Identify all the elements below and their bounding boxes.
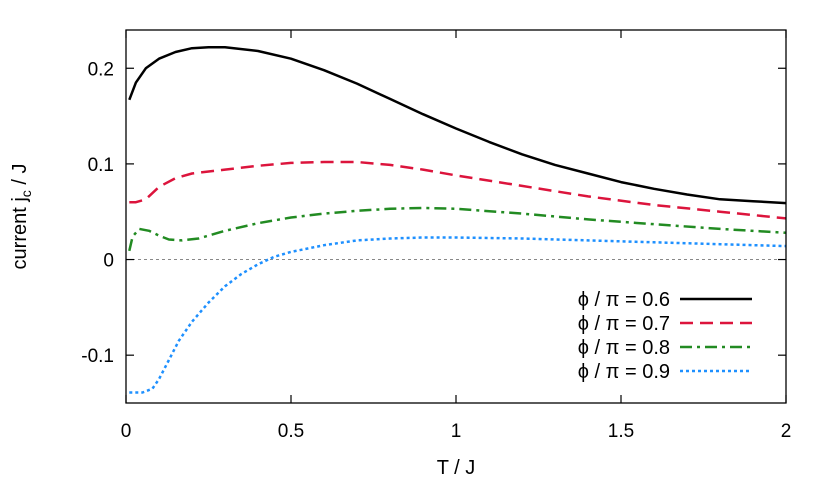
- series-line-4: [129, 236, 787, 394]
- y-axis-label-tail: / J: [9, 164, 31, 191]
- legend-label-4: ϕ / π = 0.9: [578, 361, 670, 383]
- x-tick-label: 2: [781, 421, 792, 442]
- tick-layer: [125, 30, 787, 403]
- x-tick-label: 0: [121, 421, 132, 442]
- x-tick-label: 1.5: [608, 421, 634, 442]
- y-tick-label: 0.2: [88, 59, 114, 80]
- legend: ϕ / π = 0.6ϕ / π = 0.7ϕ / π = 0.8ϕ / π =…: [578, 289, 752, 383]
- series-line-1: [128, 45, 787, 205]
- legend-label-1: ϕ / π = 0.6: [578, 289, 670, 311]
- y-tick-label: 0.1: [88, 155, 114, 176]
- y-tick-label: -0.1: [81, 346, 114, 367]
- series-line-2: [129, 160, 787, 220]
- y-axis-label-main: current j: [9, 197, 31, 269]
- x-tick-label: 0.5: [278, 421, 304, 442]
- series-layer: [128, 45, 787, 394]
- legend-label-2: ϕ / π = 0.7: [578, 313, 670, 335]
- y-axis-label-subscript: c: [18, 190, 34, 197]
- legend-label-3: ϕ / π = 0.8: [578, 337, 670, 359]
- tick-label-layer: 0 0.5 1 1.5 2 -0.1 0 0.1 0.2: [81, 59, 791, 442]
- x-tick-label: 1: [451, 421, 462, 442]
- y-axis-label: current jc / J: [9, 164, 34, 270]
- series-line-3: [128, 206, 787, 252]
- x-axis-label: T / J: [437, 457, 476, 479]
- y-tick-label: 0: [103, 251, 114, 272]
